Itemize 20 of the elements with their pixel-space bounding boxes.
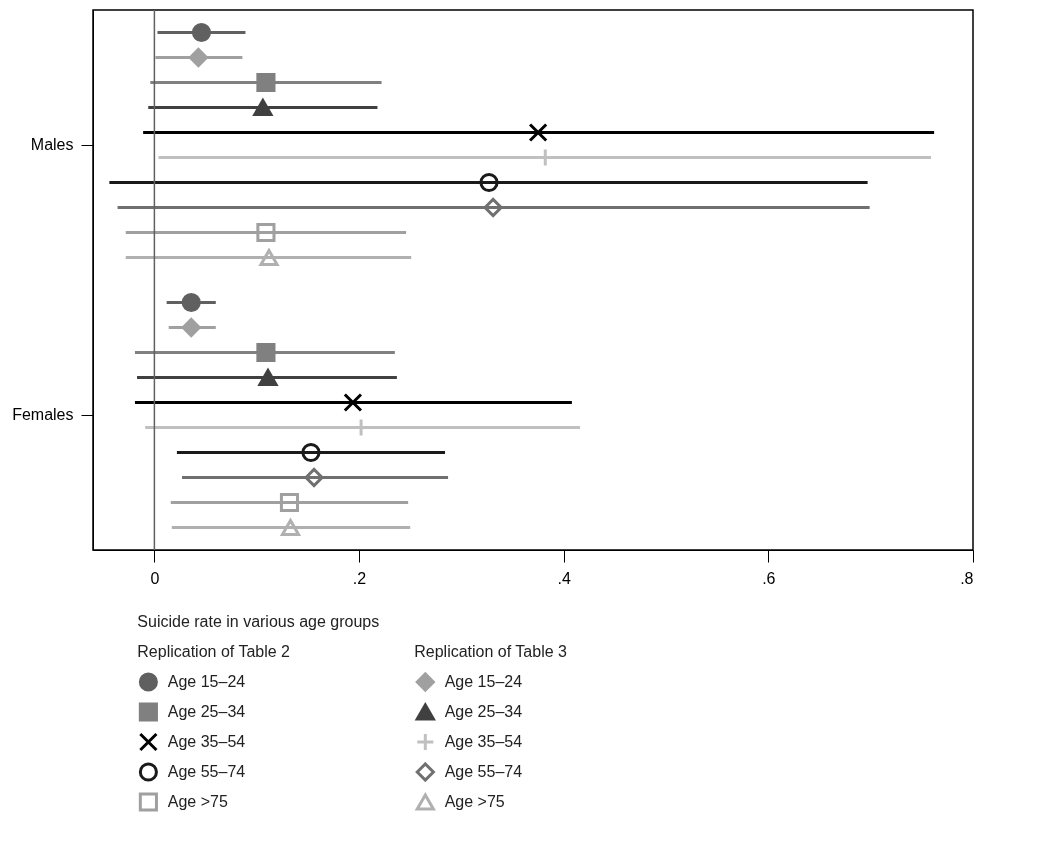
- x-tick-label: .4: [557, 569, 571, 587]
- legend-label: Age 35–54: [167, 733, 246, 750]
- legend-label: Age 25–34: [444, 703, 523, 720]
- legend-label: Age 25–34: [167, 703, 246, 720]
- x-tick-label: .6: [762, 569, 776, 587]
- legend-label: Age >75: [444, 793, 505, 810]
- legend-label: Age >75: [167, 793, 228, 810]
- x-tick-label: 0: [150, 569, 160, 587]
- legend-label: Age 55–74: [167, 763, 246, 780]
- text: Replication of Table 2: [137, 643, 291, 660]
- legend-label: Age 35–54: [444, 733, 523, 750]
- legend-title: Suicide rate in various age groups: [137, 613, 380, 630]
- x-tick-label: .8: [960, 569, 974, 587]
- text: Replication of Table 3: [414, 643, 568, 660]
- y-tick-label: Males: [30, 136, 74, 153]
- legend-label: Age 55–74: [444, 763, 523, 780]
- y-tick-label: Females: [12, 406, 74, 423]
- x-tick-label: .2: [352, 569, 367, 587]
- legend-label: Age 15–24: [167, 673, 246, 690]
- legend-label: Age 15–24: [444, 673, 523, 690]
